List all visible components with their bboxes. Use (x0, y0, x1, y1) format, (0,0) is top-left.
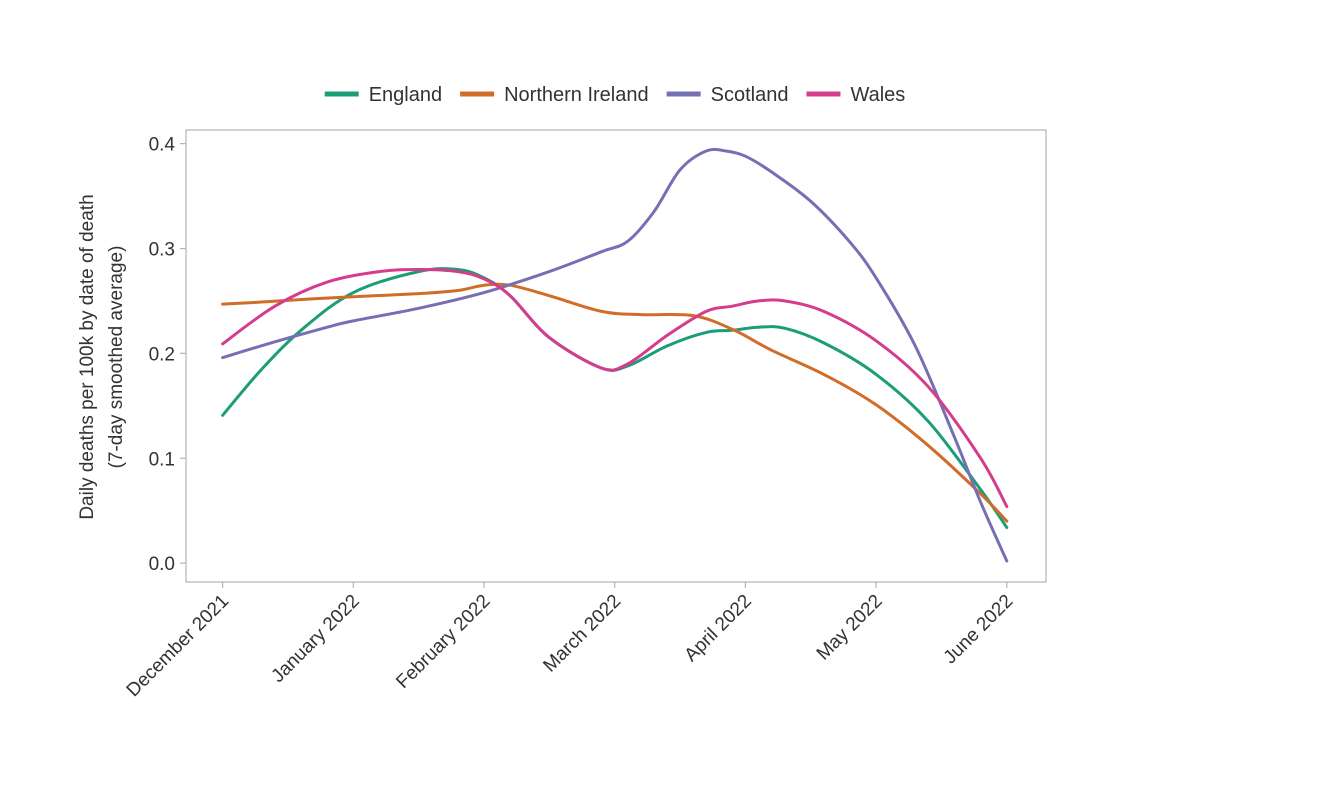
legend: England Northern Ireland Scotland Wales (324, 84, 905, 106)
legend-label-scotland: Scotland (711, 84, 789, 106)
x-tick-label: January 2022 (268, 591, 364, 687)
series-line-scotland (221, 147, 1009, 563)
y-axis: 0.0 0.1 0.2 0.3 0.4 (149, 135, 186, 575)
x-tick-label: March 2022 (539, 591, 625, 677)
y-tick-label: 0.2 (149, 344, 175, 365)
y-tick-label: 0.0 (149, 554, 175, 575)
x-tick-label: April 2022 (681, 591, 756, 666)
legend-label-northern-ireland: Northern Ireland (504, 84, 649, 106)
legend-label-england: England (369, 84, 442, 106)
x-axis: December 2021 January 2022 February 2022 Ma… (123, 582, 1018, 701)
x-tick-label: June 2022 (940, 591, 1018, 669)
x-tick-label: February 2022 (392, 591, 494, 693)
y-tick-label: 0.3 (149, 240, 175, 261)
series-layer (221, 147, 1009, 563)
y-axis-title-line-1: Daily deaths per 100k by date of death (77, 194, 98, 519)
legend-label-wales: Wales (850, 84, 905, 106)
x-tick-label: December 2021 (123, 591, 233, 701)
series-line-england (221, 267, 1009, 529)
y-axis-title-line-2: (7-day smoothed average) (106, 246, 127, 469)
y-tick-label: 0.1 (149, 449, 175, 470)
plot-frame (185, 129, 1047, 583)
y-tick-label: 0.4 (149, 135, 176, 156)
x-tick-label: May 2022 (813, 591, 887, 665)
series-line-northern-ireland (221, 282, 1009, 523)
series-line-wales (221, 268, 1009, 508)
